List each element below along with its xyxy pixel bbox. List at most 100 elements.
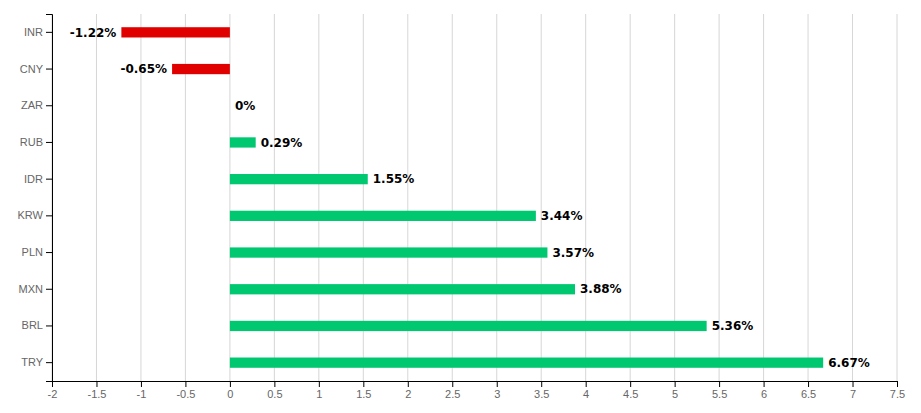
- x-tick-label: 6.5: [801, 388, 816, 400]
- x-tick-label: -1: [137, 388, 147, 400]
- y-tick-label: CNY: [20, 63, 44, 75]
- x-tick: 5.5: [712, 381, 727, 400]
- y-tick-label: MXN: [19, 283, 44, 295]
- y-axis-line: [46, 15, 53, 382]
- x-axis-line: [53, 382, 898, 388]
- x-tick: 6.5: [801, 381, 816, 400]
- data-label: 6.67%: [828, 356, 870, 370]
- data-label: -1.22%: [70, 26, 117, 40]
- x-tick: 5: [672, 381, 678, 400]
- x-tick-mark: [719, 381, 720, 387]
- y-tick: ZAR: [21, 99, 52, 111]
- x-tick: -1.5: [87, 381, 106, 400]
- x-tick: -2: [48, 381, 58, 400]
- y-tick-label: ZAR: [21, 99, 43, 111]
- y-tick-mark: [46, 69, 52, 70]
- bar: [230, 137, 256, 147]
- x-axis: -2 -1.5 -1 -0.5 0 0.5 1 1.5 2 2.5 3 3.5 4 4.5 5 5.5 6 6.5…: [48, 381, 906, 400]
- grid-line: [897, 14, 898, 381]
- y-tick-label: TRY: [21, 356, 43, 368]
- x-tick-mark: [408, 381, 409, 387]
- y-tick-mark: [46, 362, 52, 363]
- x-tick: 2: [405, 381, 411, 400]
- x-tick-label: 3: [494, 388, 500, 400]
- y-tick: KRW: [18, 209, 52, 221]
- data-label: 3.57%: [552, 246, 594, 260]
- x-tick-label: 2.5: [445, 388, 460, 400]
- x-tick-label: 7.5: [890, 388, 905, 400]
- bar: [172, 64, 230, 74]
- data-label: 3.44%: [541, 209, 583, 223]
- x-tick-label: -0.5: [176, 388, 195, 400]
- plot: -2 -1.5 -1 -0.5 0 0.5 1 1.5 2 2.5 3 3.5 4 4.5 5 5.5 6 6.5…: [18, 14, 906, 400]
- x-tick: -0.5: [176, 381, 195, 400]
- grid: [52, 14, 897, 381]
- x-tick-mark: [764, 381, 765, 387]
- x-tick-mark: [274, 381, 275, 387]
- y-tick-label: KRW: [18, 209, 44, 221]
- x-tick-label: 4: [583, 388, 589, 400]
- x-tick-mark: [185, 381, 186, 387]
- x-tick: 3: [494, 381, 500, 400]
- x-tick-label: 0.5: [267, 388, 282, 400]
- x-tick-label: 3.5: [534, 388, 549, 400]
- y-tick: CNY: [20, 63, 52, 75]
- y-tick-mark: [46, 325, 52, 326]
- y-tick: PLN: [22, 246, 52, 258]
- x-tick-mark: [96, 381, 97, 387]
- x-tick-label: 5.5: [712, 388, 727, 400]
- y-tick-label: PLN: [22, 246, 43, 258]
- y-tick: BRL: [22, 319, 52, 331]
- x-tick: 4: [583, 381, 589, 400]
- bar: [230, 284, 575, 294]
- y-tick-mark: [46, 289, 52, 290]
- y-tick: MXN: [19, 283, 52, 295]
- x-tick-mark: [497, 381, 498, 387]
- y-tick-mark: [46, 105, 52, 106]
- x-tick: 3.5: [534, 381, 549, 400]
- y-tick-mark: [46, 179, 52, 180]
- y-tick: INR: [24, 26, 52, 38]
- y-tick-label: IDR: [24, 173, 43, 185]
- grid-line: [96, 14, 97, 381]
- x-tick-mark: [541, 381, 542, 387]
- y-tick-label: BRL: [22, 319, 43, 331]
- x-tick-label: 2: [405, 388, 411, 400]
- bar: [230, 211, 536, 221]
- x-tick: 0.5: [267, 381, 282, 400]
- data-label: 0%: [235, 99, 255, 113]
- x-tick-mark: [897, 381, 898, 387]
- x-tick-label: -1.5: [87, 388, 106, 400]
- data-label: 5.36%: [712, 319, 754, 333]
- data-label: 1.55%: [373, 172, 415, 186]
- x-tick: 1: [316, 381, 322, 400]
- x-tick-mark: [808, 381, 809, 387]
- bar: [230, 358, 823, 368]
- y-tick-label: RUB: [20, 136, 43, 148]
- y-tick-mark: [46, 142, 52, 143]
- x-tick-mark: [319, 381, 320, 387]
- x-tick: 6: [761, 381, 767, 400]
- grid-line: [808, 14, 809, 381]
- x-tick: 1.5: [356, 381, 371, 400]
- bar: [230, 321, 707, 331]
- y-axis: INR CNY ZAR RUB IDR KRW PLN MXN BRL TRY: [18, 15, 53, 382]
- x-tick: 2.5: [445, 381, 460, 400]
- x-tick-mark: [452, 381, 453, 387]
- data-labels: -1.22%-0.65%0%0.29%1.55%3.44%3.57%3.88%5…: [70, 26, 870, 370]
- x-tick: 7.5: [890, 381, 905, 400]
- y-tick-mark: [46, 215, 52, 216]
- x-tick: 4.5: [623, 381, 638, 400]
- y-tick-label: INR: [24, 26, 43, 38]
- x-tick: 7: [850, 381, 856, 400]
- data-label: -0.65%: [120, 62, 167, 76]
- x-tick-label: 4.5: [623, 388, 638, 400]
- data-label: 3.88%: [580, 282, 622, 296]
- x-tick-label: 0: [227, 388, 233, 400]
- x-tick: 0: [227, 381, 233, 400]
- bars: [121, 27, 823, 368]
- chart: -2 -1.5 -1 -0.5 0 0.5 1 1.5 2 2.5 3 3.5 4 4.5 5 5.5 6 6.5…: [0, 0, 921, 413]
- x-tick-mark: [675, 381, 676, 387]
- y-tick: RUB: [20, 136, 52, 148]
- x-tick-label: 6: [761, 388, 767, 400]
